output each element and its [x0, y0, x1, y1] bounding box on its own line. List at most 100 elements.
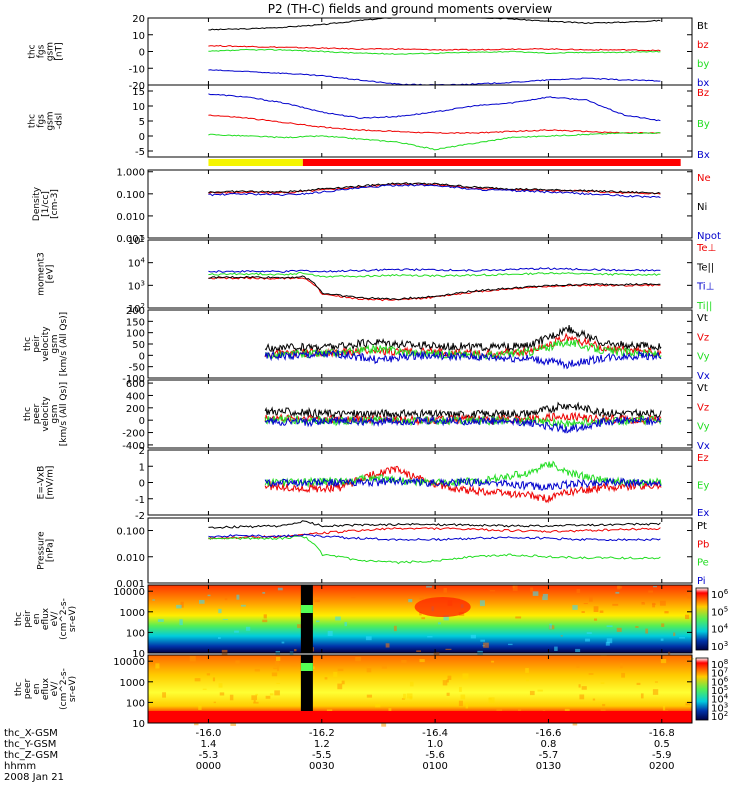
legend-density-0: Ne: [697, 173, 711, 184]
peir-spectrogram-texture: [605, 641, 610, 646]
y-axis-label-peir-spectrogram: eflux: [41, 607, 51, 630]
y-axis-label-peer-spectrogram: thc: [14, 682, 24, 696]
peer-spectrogram-texture: [602, 703, 606, 707]
legend-peer-velocity-3: Vx: [697, 441, 710, 452]
peer-spectrogram-texture: [458, 700, 463, 707]
peir-spectrogram-texture: [207, 594, 211, 597]
peer-spectrogram-texture: [219, 692, 225, 696]
peir-spectrogram-texture: [245, 626, 251, 631]
y-tick-label-peir-spectrogram: 1000: [120, 608, 145, 619]
peir-spectrogram-texture: [664, 611, 669, 614]
y-axis-label-pressure: [nPa]: [46, 539, 56, 562]
peir-spectrogram-texture: [575, 648, 581, 653]
y-axis-label-peir-velocity: peir: [32, 335, 42, 353]
y-tick-label-peir-spectrogram: 100: [126, 628, 145, 639]
peir-spectrogram-texture: [659, 600, 666, 606]
peer-spectrogram-texture: [269, 693, 274, 696]
peer-spectrogram-texture: [636, 682, 641, 685]
y-axis-label-fgs-dsl: gsm: [46, 111, 56, 130]
peir-spectrogram-texture: [583, 602, 588, 605]
series-line-temperature-2: [208, 267, 661, 273]
peer-spectrogram-texture: [685, 702, 691, 706]
y-axis-label-peir-spectrogram: eV/: [50, 611, 60, 627]
y-axis-label-density: Density: [32, 186, 42, 221]
peir-spectrogram-texture: [508, 643, 513, 646]
footer-row-label: thc_Y-GSM: [4, 739, 56, 750]
peer-spectrogram-texture: [381, 664, 387, 669]
peer-spectrogram-texture: [265, 695, 271, 699]
peer-spectrogram-texture: [375, 704, 381, 708]
y-axis-label-fgs: fgs: [37, 44, 47, 58]
peir-spectrogram-texture: [489, 590, 496, 592]
y-axis-label-peer-velocity: gsm: [50, 404, 60, 423]
peer-spectrogram-texture: [529, 690, 535, 696]
y-tick-label-fgs: 10: [132, 31, 145, 42]
legend-peer-velocity-0: Vt: [697, 383, 708, 394]
y-axis-label-peir-spectrogram: sr-eV): [68, 606, 78, 632]
y-tick-label-peer-spectrogram: 1000: [120, 678, 145, 689]
peer-spectrogram-texture: [621, 672, 626, 678]
peir-spectrogram-texture: [542, 593, 548, 597]
peir-spectrogram-texture: [385, 643, 390, 648]
y-tick-label-temperature: 102: [128, 302, 145, 315]
peer-spectrogram-texture: [465, 702, 469, 709]
panel-peir-spectrogram: 106 105 104 103 10000 1000 100 10 thc peir en eflux…: [14, 584, 729, 660]
peer-spectrogram-texture: [355, 656, 362, 662]
peer-spectrogram-colorbar-tick-label: 102: [711, 710, 728, 723]
peer-spectrogram-texture: [446, 679, 449, 683]
peir-spectrogram-texture: [542, 596, 548, 601]
peir-spectrogram-texture: [585, 638, 590, 642]
peer-spectrogram-texture: [189, 655, 196, 662]
y-tick-label-density: 1.000: [116, 168, 145, 179]
y-axis-label-e-field: [mV/m]: [46, 466, 56, 500]
legend-pressure-2: Pe: [697, 558, 709, 569]
peir-spectrogram-texture: [576, 588, 581, 594]
peer-spectrogram-texture: [409, 681, 414, 687]
peer-spectrogram-texture: [194, 678, 201, 682]
peir-spectrogram-texture: [651, 603, 657, 605]
y-tick-label-temperature: 103: [128, 279, 145, 292]
peer-spectrogram-texture: [366, 667, 372, 673]
peir-spectrogram-texture: [297, 624, 302, 629]
peer-spectrogram-texture: [276, 666, 280, 672]
footer-row-label: hhmm: [4, 761, 36, 772]
peer-spectrogram-texture: [253, 701, 259, 704]
y-tick-label-fgs-dsl: 10: [132, 102, 145, 113]
peer-spectrogram-texture: [218, 683, 223, 688]
series-line-peer-velocity-2: [264, 414, 662, 430]
peir-spectrogram-texture: [615, 591, 620, 594]
y-tick-label-fgs-dsl: 5: [139, 117, 145, 128]
peir-spectrogram-texture: [483, 642, 489, 648]
peir-spectrogram-texture: [294, 649, 297, 652]
peir-hot-region: [414, 597, 471, 617]
peer-spectrogram-texture: [337, 683, 343, 690]
peir-spectrogram-texture: [408, 598, 413, 603]
peir-spectrogram-texture: [443, 588, 448, 593]
y-tick-label-temperature: 104: [128, 257, 146, 270]
peir-spectrogram-texture: [648, 590, 654, 593]
peer-spectrogram-texture: [229, 694, 234, 701]
legend-fgs-2: by: [697, 59, 709, 70]
y-tick-label-fgs: -10: [129, 64, 145, 75]
peer-spectrogram-colorbar-tick-label: 106: [711, 675, 729, 688]
y-axis-label-peer-spectrogram: sr-eV): [68, 676, 78, 702]
peer-spectrogram-texture: [271, 672, 278, 677]
peir-spectrogram-texture: [365, 636, 372, 641]
peer-spectrogram-colorbar-tick-label: 105: [711, 684, 728, 697]
peir-spectrogram-texture: [660, 638, 664, 641]
series-line-peir-velocity-3: [264, 348, 662, 370]
peer-spectrogram-texture: [488, 697, 495, 703]
peer-spectrogram-texture: [251, 695, 258, 701]
footer-row-label: thc_X-GSM: [4, 728, 58, 739]
y-axis-label-peir-spectrogram: thc: [14, 612, 24, 626]
legend-pressure-1: Pb: [697, 539, 709, 550]
legend-fgs-dsl-1: By: [697, 119, 710, 130]
y-axis-label-fgs: [nT]: [55, 42, 65, 60]
peir-spectrogram-texture: [572, 605, 578, 610]
y-axis-label-temperature: [eV]: [46, 265, 56, 284]
peer-spectrogram-texture: [442, 680, 448, 686]
panel-frame-density: [147, 169, 693, 239]
peir-spectrogram-gap: [300, 585, 313, 653]
y-tick-label-peer-velocity: 200: [126, 404, 145, 415]
